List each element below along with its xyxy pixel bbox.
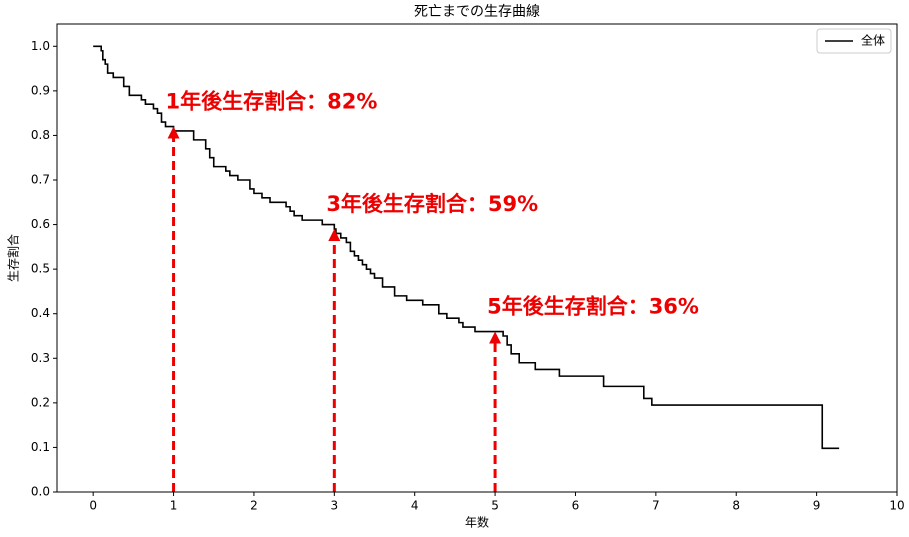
y-tick-label: 0.2 bbox=[31, 395, 50, 409]
x-tick-label: 3 bbox=[331, 499, 339, 513]
annotation-arrowhead bbox=[328, 229, 341, 242]
annotation-text: 1年後生存割合：82% bbox=[166, 90, 378, 114]
annotation-arrowhead bbox=[489, 331, 502, 344]
annotation-text: 3年後生存割合：59% bbox=[326, 192, 538, 216]
x-tick-label: 7 bbox=[652, 499, 660, 513]
y-tick-label: 0.9 bbox=[31, 83, 50, 97]
y-tick-label: 0.0 bbox=[31, 485, 50, 499]
x-tick-label: 5 bbox=[491, 499, 499, 513]
y-tick-label: 0.6 bbox=[31, 217, 50, 231]
annotation-text: 5年後生存割合：36% bbox=[487, 295, 699, 319]
legend-label: 全体 bbox=[861, 33, 885, 48]
legend-box bbox=[816, 28, 892, 54]
annotation-arrowhead bbox=[167, 126, 180, 139]
x-tick-label: 10 bbox=[889, 499, 904, 513]
x-axis-label: 年数 bbox=[465, 515, 489, 530]
x-tick-label: 4 bbox=[411, 499, 419, 513]
x-tick-label: 0 bbox=[89, 499, 97, 513]
x-tick-label: 1 bbox=[170, 499, 178, 513]
y-tick-label: 0.4 bbox=[31, 306, 50, 320]
survival-curve bbox=[93, 45, 840, 450]
y-tick-label: 0.3 bbox=[31, 351, 50, 365]
x-tick-label: 6 bbox=[572, 499, 580, 513]
x-tick-label: 8 bbox=[732, 499, 740, 513]
y-tick-label: 0.7 bbox=[31, 173, 50, 187]
x-tick-label: 9 bbox=[813, 499, 821, 513]
y-tick-label: 0.8 bbox=[31, 128, 50, 142]
y-tick-label: 0.1 bbox=[31, 440, 50, 454]
y-axis-label: 生存割合 bbox=[6, 234, 21, 282]
x-tick-label: 2 bbox=[250, 499, 258, 513]
chart-title: 死亡までの生存曲線 bbox=[414, 4, 540, 20]
plot-frame bbox=[56, 23, 898, 493]
y-tick-label: 1.0 bbox=[31, 39, 50, 53]
y-tick-label: 0.5 bbox=[31, 262, 50, 276]
